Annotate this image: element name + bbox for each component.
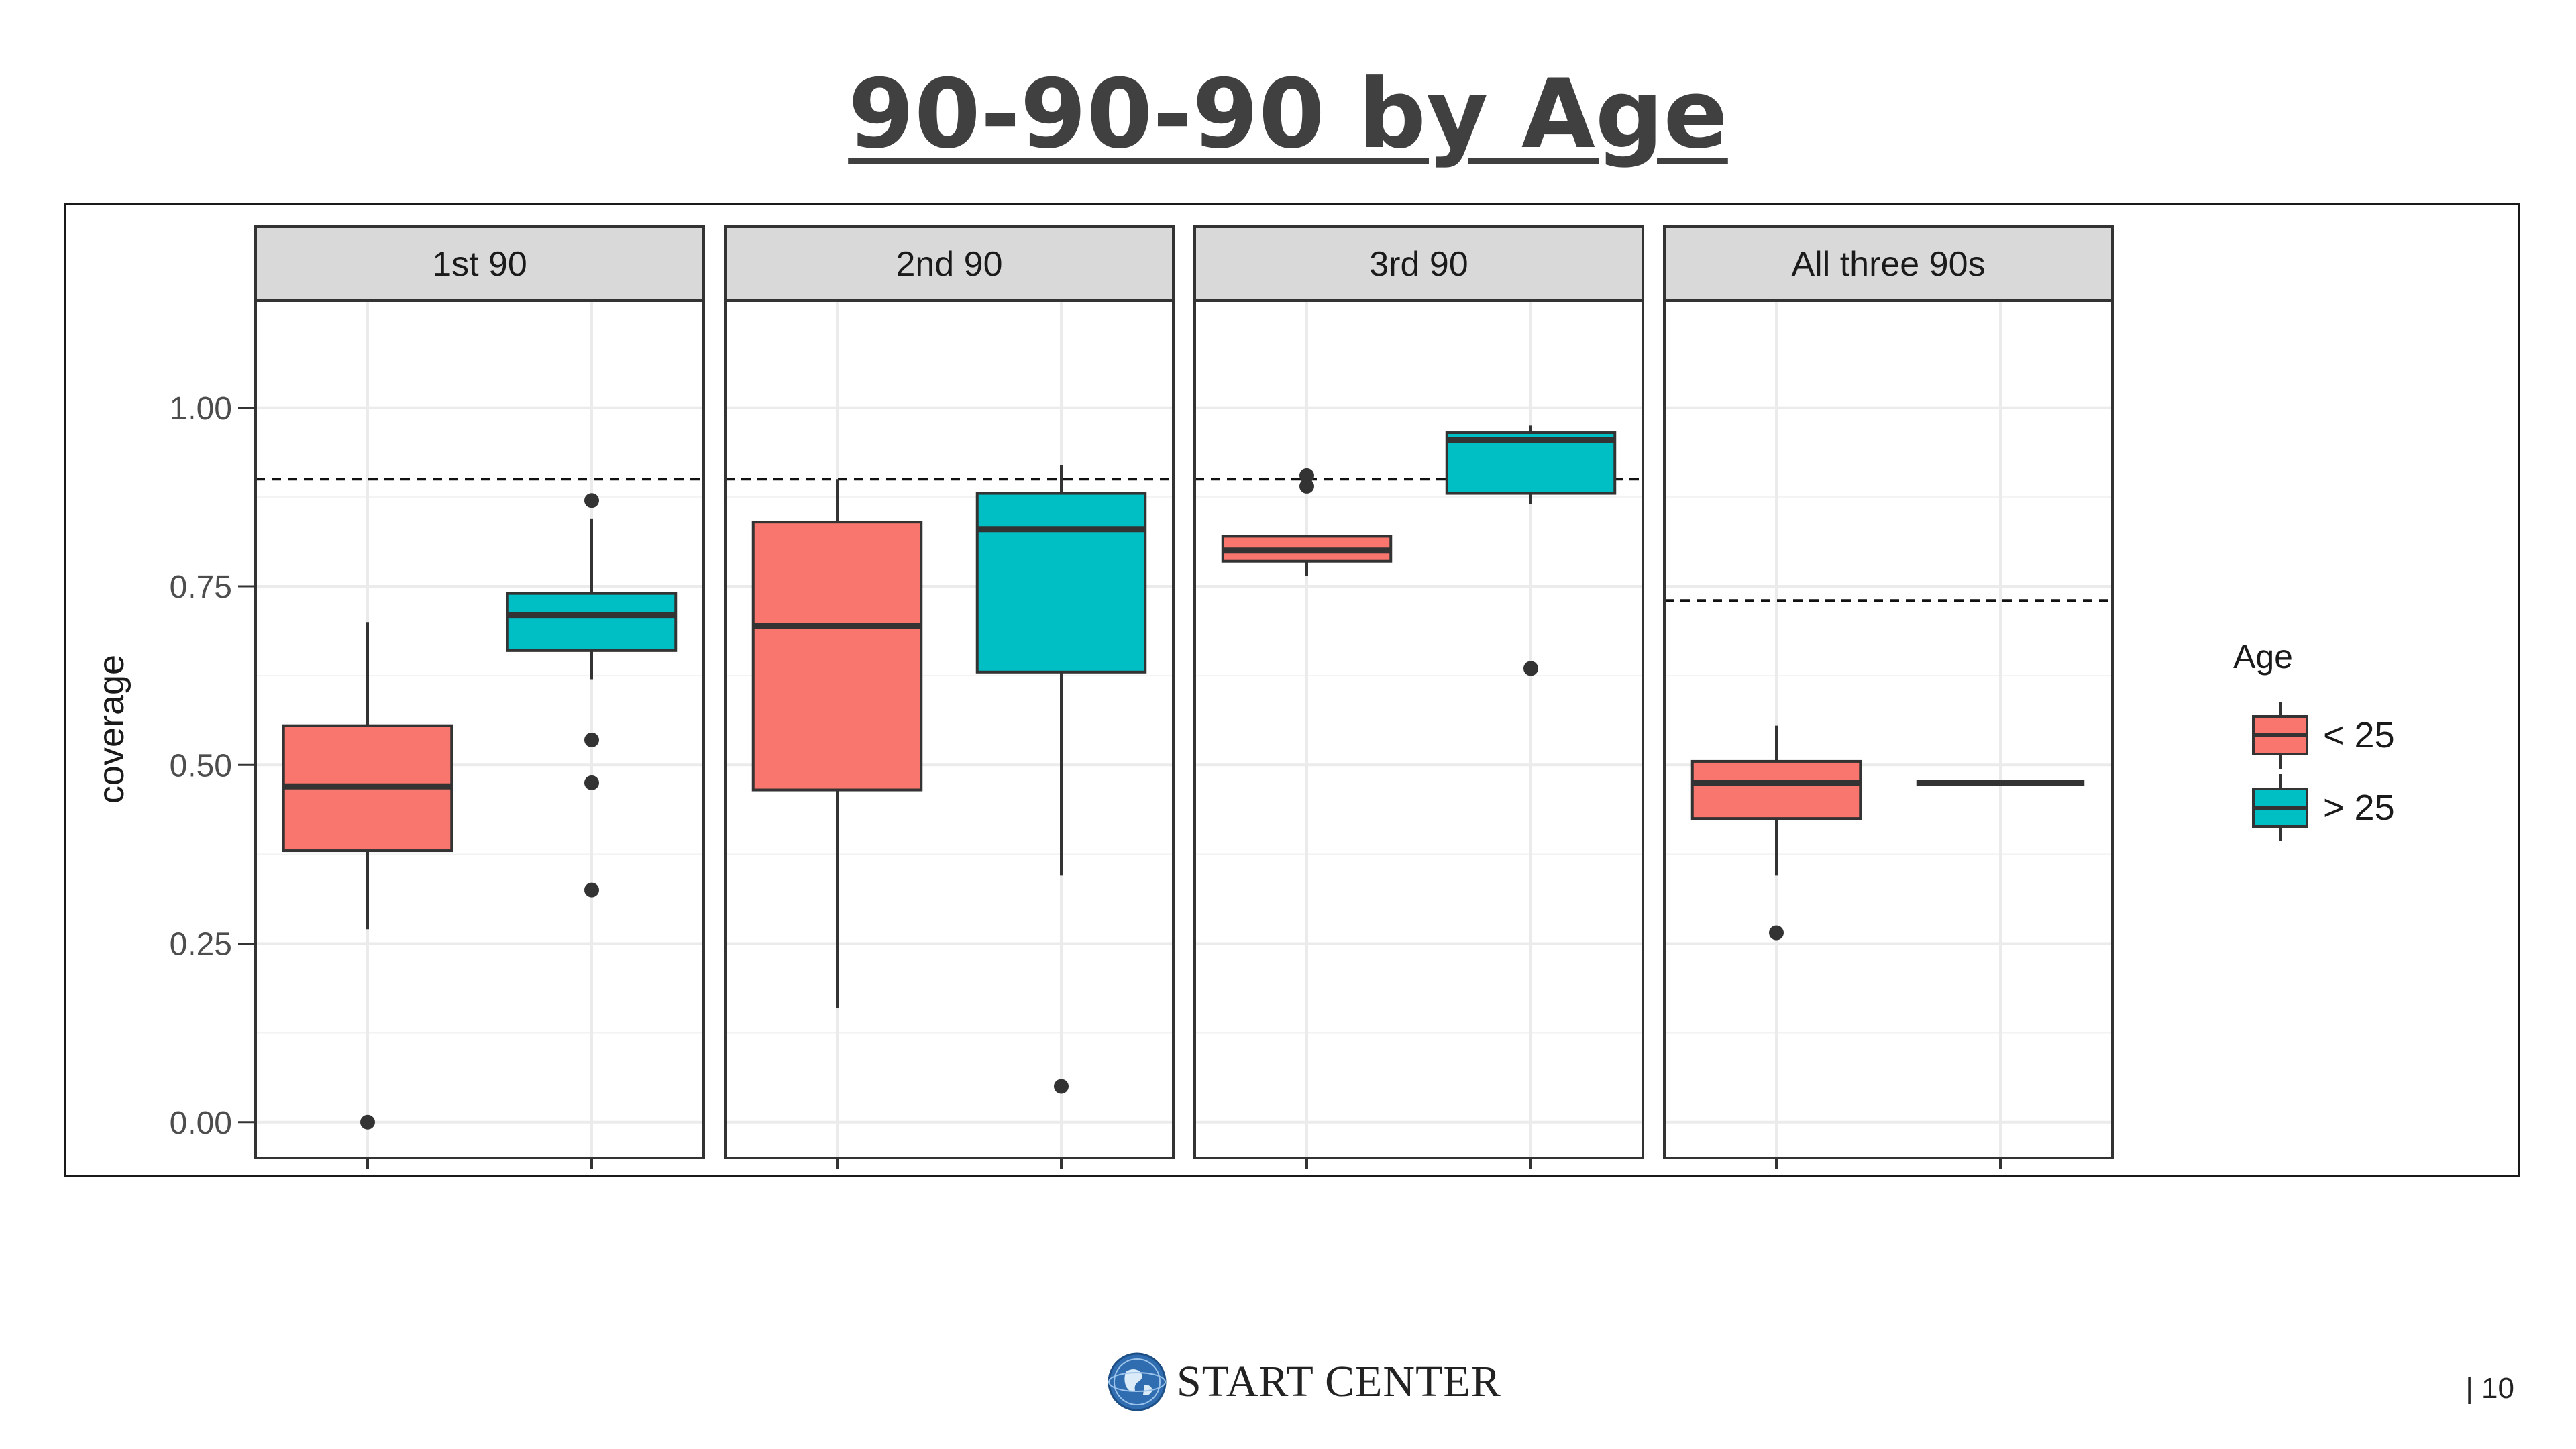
box-under-25 bbox=[1690, 725, 1862, 941]
box-iqr bbox=[1690, 759, 1862, 820]
outlier-point bbox=[584, 775, 599, 790]
outlier-point bbox=[1054, 1079, 1069, 1094]
outlier-point bbox=[1523, 661, 1538, 676]
facet-strip-label: All three 90s bbox=[1791, 245, 1985, 284]
chart-frame: coverage 0.00 0.25 0.50 0.75 1.00 1st 90 2nd 90… bbox=[64, 203, 2520, 1177]
y-tick-label: 1.00 bbox=[170, 391, 232, 427]
outlier-point bbox=[584, 493, 599, 508]
y-tick-label: 0.25 bbox=[170, 927, 232, 963]
outlier-point bbox=[1769, 925, 1784, 941]
facet-strip bbox=[1193, 225, 1644, 302]
facet-panel: 3rd 90 bbox=[1193, 225, 1644, 1169]
legend-label: > 25 bbox=[2323, 788, 2395, 828]
outlier-point bbox=[1299, 468, 1314, 483]
box-iqr bbox=[506, 592, 678, 652]
boxplot-chart: coverage 0.00 0.25 0.50 0.75 1.00 1st 90 2nd 90… bbox=[91, 225, 2395, 1169]
box-over-25 bbox=[1445, 425, 1617, 676]
y-axis-label: coverage bbox=[91, 655, 131, 804]
box-under-25 bbox=[751, 479, 923, 1008]
panel-background bbox=[1195, 301, 1643, 1158]
outlier-point bbox=[584, 882, 599, 898]
facet-strip bbox=[254, 225, 705, 302]
facet-strip-label: 2nd 90 bbox=[896, 245, 1002, 284]
outlier-point bbox=[1299, 478, 1314, 494]
legend-label: < 25 bbox=[2323, 715, 2395, 755]
facet-panel: All three 90s bbox=[1663, 225, 2114, 1169]
facet-panel: 2nd 90 bbox=[724, 225, 1175, 1169]
box-iqr bbox=[975, 492, 1147, 674]
box-under-25 bbox=[282, 622, 453, 1130]
start-center-logo: START CENTER bbox=[1107, 1348, 1501, 1415]
y-tick-label: 0.00 bbox=[170, 1106, 232, 1141]
box-iqr bbox=[751, 521, 923, 792]
box-over-25 bbox=[975, 464, 1147, 1094]
facet-strip bbox=[1663, 225, 2114, 302]
legend-item: < 25 bbox=[2252, 702, 2395, 769]
legend: Age < 25 > 25 bbox=[2233, 638, 2395, 841]
page-number: | 10 bbox=[2465, 1372, 2514, 1405]
facet-strip bbox=[724, 225, 1175, 302]
y-tick-label: 0.50 bbox=[170, 748, 232, 784]
panel-background bbox=[1664, 301, 2112, 1158]
box-under-25 bbox=[1221, 468, 1393, 576]
box-over-25 bbox=[506, 493, 678, 898]
slide-title: 90-90-90 by Age bbox=[848, 59, 1728, 170]
legend-item: > 25 bbox=[2252, 774, 2395, 841]
facet-strip-label: 3rd 90 bbox=[1369, 245, 1468, 284]
outlier-point bbox=[360, 1114, 375, 1130]
legend-title: Age bbox=[2233, 638, 2293, 676]
y-tick-label: 0.75 bbox=[170, 570, 232, 605]
facet-strip-label: 1st 90 bbox=[432, 245, 527, 284]
outlier-point bbox=[584, 732, 599, 747]
globe-icon bbox=[1108, 1352, 1167, 1411]
facet-panel: 1st 90 bbox=[254, 225, 705, 1169]
logo-text: START CENTER bbox=[1177, 1357, 1501, 1406]
